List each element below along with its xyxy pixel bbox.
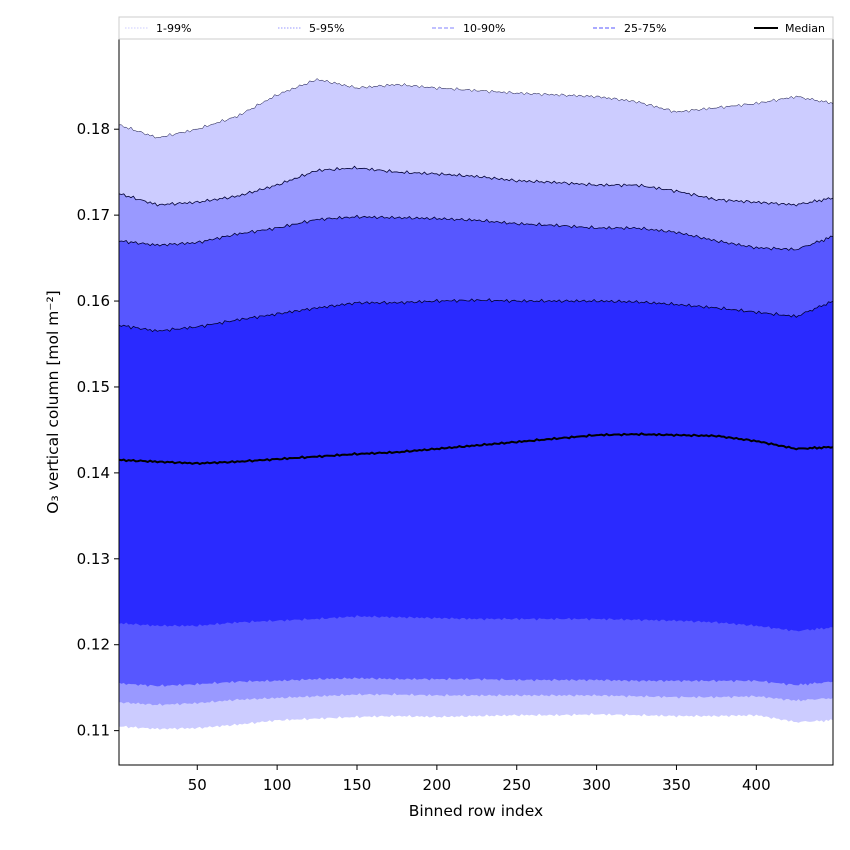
y-tick-label: 0.12 xyxy=(77,636,110,654)
y-tick-label: 0.13 xyxy=(77,550,110,568)
x-tick-label: 300 xyxy=(582,776,611,794)
y-tick-label: 0.11 xyxy=(77,722,110,740)
median-line xyxy=(118,432,834,466)
band-upper-edge xyxy=(118,78,834,139)
legend-label: 25-75% xyxy=(624,22,666,35)
x-tick-label: 250 xyxy=(502,776,531,794)
x-tick-label: 150 xyxy=(343,776,372,794)
axes-layer: 50 100 150 200 250 300 350 400 0.11 0.12 0.13 0.14 0… xyxy=(77,38,834,794)
legend-label: 10-90% xyxy=(463,22,505,35)
y-tick-label: 0.18 xyxy=(77,120,110,138)
x-tick-label: 50 xyxy=(188,776,207,794)
x-tick-label: 350 xyxy=(662,776,691,794)
legend-box xyxy=(118,16,834,40)
y-axis-label: O₃ vertical column [mol m⁻²] xyxy=(44,290,62,513)
x-tick-label: 400 xyxy=(742,776,771,794)
legend: 1-99% 5-95% 10-90% 25-75% Median xyxy=(118,16,834,40)
band-upper-edge xyxy=(118,298,834,333)
y-tick-label: 0.17 xyxy=(77,206,110,224)
band-upper-edge xyxy=(118,165,834,207)
band-25-75pct xyxy=(119,298,833,632)
legend-label: 5-95% xyxy=(309,22,344,35)
legend-label: 1-99% xyxy=(156,22,191,35)
median-layer xyxy=(118,432,834,466)
band-upper-edge xyxy=(118,214,834,251)
bands-layer xyxy=(118,78,834,730)
legend-label: Median xyxy=(785,22,825,35)
x-tick-label: 200 xyxy=(423,776,452,794)
x-tick-label: 100 xyxy=(263,776,292,794)
y-tick-label: 0.16 xyxy=(77,292,110,310)
x-axis-label: Binned row index xyxy=(409,802,543,820)
y-tick-label: 0.15 xyxy=(77,378,110,396)
y-tick-label: 0.14 xyxy=(77,464,110,482)
